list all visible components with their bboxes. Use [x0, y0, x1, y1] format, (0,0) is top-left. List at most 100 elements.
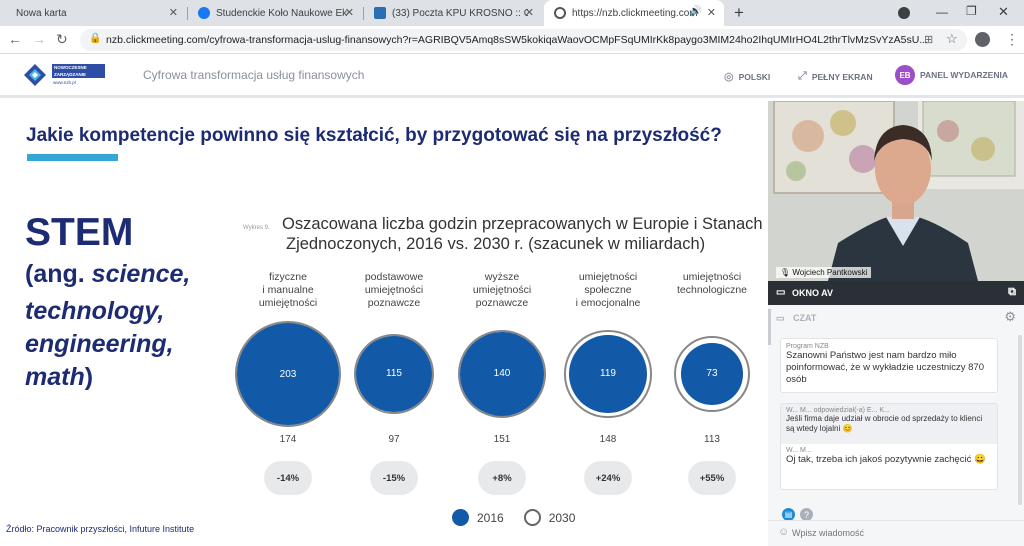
close-tab-icon[interactable]: ✕	[344, 7, 354, 19]
chat-header-label: CZAT	[793, 313, 817, 323]
change-badge: -14%	[264, 461, 312, 495]
legend-swatch-2030	[523, 509, 541, 526]
category-label-line: fizyczne	[269, 271, 307, 283]
panel-resize-handle[interactable]	[768, 309, 771, 345]
category-label-line: wyższe	[484, 271, 520, 283]
translate-icon[interactable]: ⊞	[924, 34, 934, 46]
tab-separator	[363, 7, 364, 20]
message-sender: W... M... odpowiedział(-a) E... K...	[786, 407, 890, 414]
tab-clickmeeting[interactable]: https://nzb.clickmeeting.com 🔊 ✕	[544, 0, 724, 26]
presentation-slide: Jakie kompetencje powinno się kształcić,…	[0, 101, 766, 546]
fullscreen-icon: ⤢	[798, 70, 807, 82]
stem-line-1: (ang. science,	[25, 260, 190, 289]
stem-science: science,	[91, 260, 191, 288]
legend-label-2030: 2030	[548, 510, 576, 525]
change-badge: -15%	[370, 461, 418, 495]
close-tab-icon[interactable]: ✕	[524, 7, 534, 19]
url-field[interactable]: 🔒 nzb.clickmeeting.com/cyfrowa-transform…	[80, 29, 967, 51]
stem-math: math	[25, 363, 85, 391]
browser-tab-bar: Nowa karta ✕ Studenckie Koło Naukowe Eko…	[0, 0, 1024, 26]
category-label-line: umiejętności	[472, 284, 532, 296]
address-bar: ← → ↻ 🔒 nzb.clickmeeting.com/cyfrowa-tra…	[0, 26, 1024, 54]
slide-title: Jakie kompetencje powinno się kształcić,…	[26, 125, 722, 146]
category-label: umiejętności technologiczne	[657, 271, 767, 297]
chart-title: Oszacowana liczba godzin przepracowanych…	[282, 214, 763, 254]
language-label: POLSKI	[738, 71, 771, 82]
app-header: NOWOCZESNE ZARZĄDZANIE BIZNESEM www.nzb.…	[0, 55, 1024, 98]
category-label-line: umiejętności	[258, 297, 318, 309]
video-panel-label: OKNO AV	[792, 288, 834, 298]
close-window-icon[interactable]: ✕	[998, 4, 1009, 19]
bubble-2016: 140	[459, 331, 545, 417]
microphone-icon: 🎙	[780, 268, 791, 277]
category-label: podstawowe umiejętności poznawcze	[339, 271, 449, 310]
chart-title-line-1: Oszacowana liczba godzin przepracowanych…	[282, 215, 763, 233]
back-arrow-icon[interactable]: ←	[8, 31, 22, 47]
chat-scrollbar[interactable]	[1018, 335, 1022, 505]
stem-line-2: technology,	[25, 297, 164, 326]
logo-url: www.nzb.pl	[53, 80, 76, 85]
category-label-line: społeczne	[584, 284, 632, 296]
category-label-line: umiejętności	[682, 271, 742, 283]
video-panel-bar: ▭ OKNO AV ⧉	[768, 281, 1024, 305]
language-button[interactable]: ◎ POLSKI	[724, 70, 770, 83]
bookmark-star-icon[interactable]: ☆	[946, 31, 958, 46]
audio-playing-icon[interactable]: 🔊	[689, 6, 702, 17]
value-label-2030: 151	[493, 434, 511, 445]
stem-heading: STEM	[25, 211, 134, 254]
chat-header: ▭ CZAT	[776, 313, 816, 324]
stem-line-3: engineering,	[25, 330, 174, 359]
tab-search-icon[interactable]	[898, 7, 910, 19]
event-panel-label: PANEL WYDARZENIA	[920, 70, 1008, 80]
message-text: Oj tak, trzeba ich jakoś pozytywnie zach…	[786, 454, 986, 465]
category-label: umiejętności społeczne i emocjonalne	[553, 271, 663, 310]
value-label-2030: 97	[388, 434, 400, 445]
url-text: nzb.clickmeeting.com/cyfrowa-transformac…	[106, 34, 929, 46]
emoji-icon[interactable]: ☺	[778, 526, 790, 538]
chart-number-label: Wykres 9.	[243, 225, 270, 231]
stem-technology: technology,	[25, 297, 165, 325]
speaker-name-text: Wojciech Pantkowski	[792, 268, 868, 277]
change-badge: +8%	[478, 461, 526, 495]
category-label-line: poznawcze	[367, 297, 421, 309]
profile-avatar-icon[interactable]	[975, 32, 990, 47]
tab-facebook[interactable]: Studenckie Koło Naukowe Ekono ✕	[188, 0, 362, 26]
close-tab-icon[interactable]: ✕	[168, 7, 178, 19]
bubble-2016: 73	[681, 343, 743, 405]
globe-icon: ◎	[724, 71, 734, 83]
change-badge: +55%	[688, 461, 736, 495]
stem-engineering: engineering,	[25, 330, 174, 358]
tab-label: (33) Poczta KPU KROSNO :: Odeb	[392, 7, 528, 19]
forward-arrow-icon[interactable]: →	[32, 31, 46, 47]
value-label-2030: 113	[704, 434, 720, 445]
message-sender: Program NZB	[786, 343, 829, 350]
tab-new-tab[interactable]: Nowa karta ✕	[6, 0, 186, 26]
fullscreen-label: PEŁNY EKRAN	[811, 71, 873, 82]
event-title: Cyfrowa transformacja usług finansowych	[143, 68, 365, 82]
restore-icon[interactable]: ❐	[966, 4, 977, 18]
camera-icon: ▭	[776, 287, 786, 298]
chat-message-input[interactable]	[792, 524, 1012, 542]
title-underline	[27, 154, 118, 161]
bubble-2016: 115	[355, 335, 433, 413]
bubble-2016: 119	[568, 334, 648, 414]
reload-icon[interactable]: ↻	[56, 31, 68, 47]
message-text: Jeśli firma daje udział w obrocie od spr…	[786, 414, 983, 433]
question-icon[interactable]: ?	[800, 508, 813, 521]
category-label: wyższe umiejętności poznawcze	[447, 271, 557, 310]
chat-mode-icon[interactable]: ▤	[782, 508, 795, 521]
value-label-2030: 174	[279, 434, 297, 445]
new-tab-plus-icon[interactable]: +	[734, 3, 744, 22]
video-feed: 🎙 Wojciech Pantkowski	[768, 101, 1024, 281]
tab-label: Studenckie Koło Naukowe Ekono	[216, 7, 348, 19]
close-tab-icon[interactable]: ✕	[706, 7, 716, 19]
undock-icon[interactable]: ⧉	[1008, 286, 1016, 298]
tab-mail[interactable]: (33) Poczta KPU KROSNO :: Odeb ✕	[364, 0, 542, 26]
settings-gear-icon[interactable]: ⚙	[1004, 309, 1016, 324]
event-panel-button[interactable]: EB PANEL WYDARZENIA	[895, 65, 1008, 85]
category-label-line: umiejętności	[578, 271, 638, 283]
browser-menu-icon[interactable]: ⋮	[1005, 31, 1019, 47]
minimize-icon[interactable]: —	[936, 5, 948, 19]
chat-icon: ▭	[776, 313, 785, 323]
fullscreen-button[interactable]: ⤢ PEŁNY EKRAN	[798, 70, 873, 83]
